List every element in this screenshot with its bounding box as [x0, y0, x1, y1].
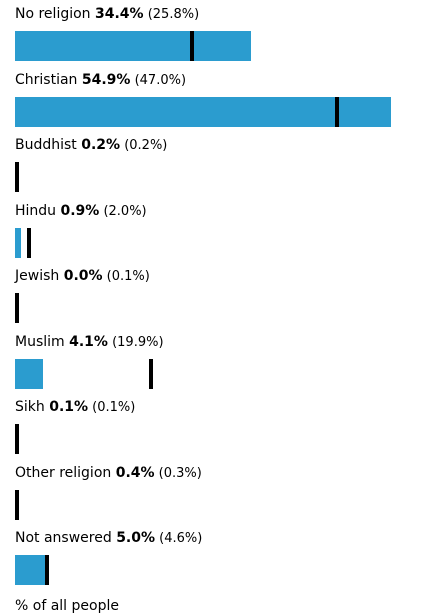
value-label: 34.4%	[95, 6, 144, 22]
bar-track	[15, 293, 440, 323]
category-name: Jewish	[15, 268, 64, 284]
chart-row: Hindu 0.9% (2.0%)	[15, 201, 440, 263]
chart-row: Jewish 0.0% (0.1%)	[15, 266, 440, 328]
category-label: Christian 54.9% (47.0%)	[15, 70, 186, 91]
axis-label: % of all people	[15, 598, 119, 614]
comparison-label: (0.3%)	[154, 465, 202, 481]
comparison-label: (25.8%)	[143, 7, 200, 22]
comparison-marker	[15, 162, 19, 192]
comparison-marker	[15, 489, 20, 520]
category-label: Muslim 4.1% (19.9%)	[15, 332, 164, 353]
chart-row: Sikh 0.1% (0.1%)	[15, 397, 440, 459]
bar	[15, 31, 251, 61]
category-label: Buddhist 0.2% (0.2%)	[15, 135, 167, 156]
bar	[15, 555, 50, 585]
category-name: Christian	[15, 71, 82, 88]
comparison-marker	[44, 555, 49, 585]
bar-track	[15, 424, 440, 454]
category-name: Buddhist	[15, 137, 82, 153]
comparison-marker	[189, 31, 194, 61]
comparison-label: (0.1%)	[88, 400, 136, 415]
category-name: Not answered	[15, 530, 117, 546]
comparison-label: (2.0%)	[99, 203, 147, 219]
comparison-label: (19.9%)	[107, 334, 164, 350]
comparison-label: (4.6%)	[155, 531, 203, 546]
value-label: 0.2%	[81, 137, 121, 153]
bar-track	[15, 489, 440, 520]
value-label: 0.4%	[115, 464, 155, 481]
comparison-marker	[335, 96, 340, 127]
comparison-marker	[15, 424, 19, 454]
value-label: 0.9%	[60, 202, 100, 219]
chart-row: No religion 34.4% (25.8%)	[15, 4, 440, 66]
value-label: 54.9%	[81, 71, 131, 88]
comparison-marker	[26, 227, 31, 258]
bar	[15, 227, 22, 258]
value-label: 0.0%	[63, 268, 103, 284]
chart-row: Other religion 0.4% (0.3%)	[15, 463, 440, 525]
chart-row: Buddhist 0.2% (0.2%)	[15, 135, 440, 197]
comparison-marker	[15, 293, 19, 323]
category-label: Not answered 5.0% (4.6%)	[15, 528, 202, 549]
category-label: Sikh 0.1% (0.1%)	[15, 397, 135, 418]
chart-row: Christian 54.9% (47.0%)	[15, 70, 440, 132]
category-label: Other religion 0.4% (0.3%)	[15, 463, 202, 484]
value-label: 0.1%	[49, 399, 89, 415]
bar-track	[15, 555, 440, 585]
chart-row: Not answered 5.0% (4.6%)	[15, 528, 440, 590]
bar	[15, 358, 44, 389]
value-label: 5.0%	[116, 530, 156, 546]
bar-track	[15, 358, 440, 389]
comparison-label: (0.2%)	[120, 138, 168, 153]
comparison-marker	[149, 358, 154, 389]
bar-track	[15, 96, 440, 127]
chart-row: Muslim 4.1% (19.9%)	[15, 332, 440, 394]
bar-track	[15, 162, 440, 192]
bar-track	[15, 227, 440, 258]
category-name: Hindu	[15, 202, 61, 219]
value-label: 4.1%	[69, 333, 108, 350]
category-label: No religion 34.4% (25.8%)	[15, 4, 199, 25]
category-name: Other religion	[15, 464, 116, 481]
category-label: Jewish 0.0% (0.1%)	[15, 266, 150, 287]
category-name: Muslim	[15, 333, 70, 350]
bar	[15, 96, 392, 127]
category-name: No religion	[15, 6, 95, 22]
comparison-label: (0.1%)	[102, 269, 150, 284]
bar-track	[15, 31, 440, 61]
category-name: Sikh	[15, 399, 50, 415]
category-label: Hindu 0.9% (2.0%)	[15, 201, 147, 222]
comparison-label: (47.0%)	[130, 72, 187, 88]
